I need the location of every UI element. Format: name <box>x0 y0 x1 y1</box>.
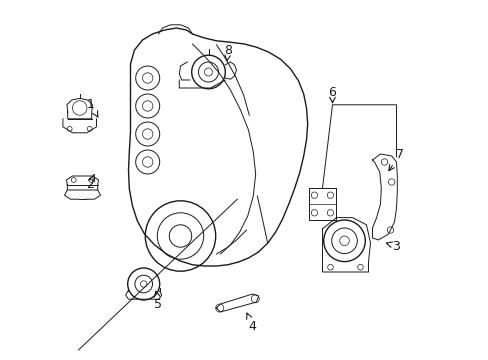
Text: 2: 2 <box>86 175 94 190</box>
Text: 1: 1 <box>86 98 98 117</box>
Text: 3: 3 <box>386 239 400 252</box>
Text: 6: 6 <box>328 85 336 103</box>
Text: 4: 4 <box>246 313 256 333</box>
Text: 8: 8 <box>224 44 232 61</box>
Text: 7: 7 <box>388 148 404 171</box>
Text: 5: 5 <box>154 291 162 310</box>
